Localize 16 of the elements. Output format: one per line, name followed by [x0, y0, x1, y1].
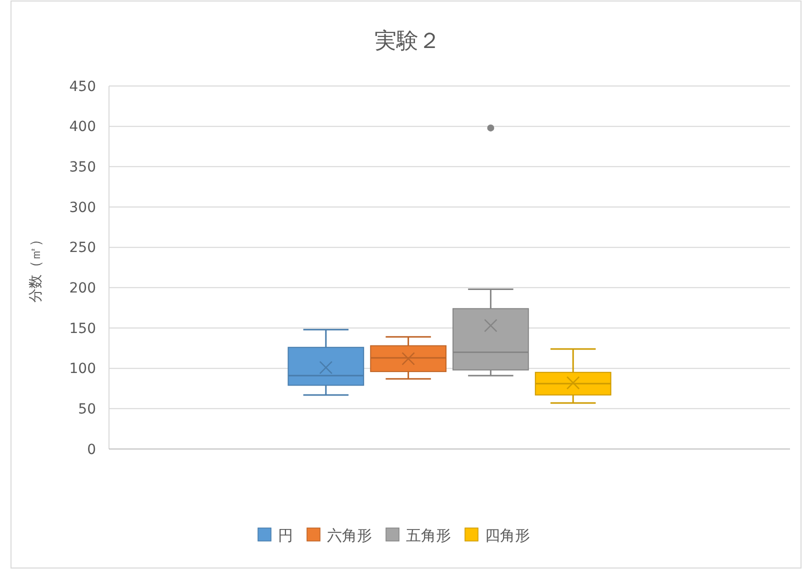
y-tick-label: 50 — [78, 402, 96, 418]
y-tick-label: 400 — [69, 119, 96, 136]
y-tick-label: 0 — [87, 442, 96, 458]
legend-label: 四角形 — [485, 526, 530, 544]
y-tick-label: 350 — [69, 160, 96, 176]
legend-label: 六角形 — [327, 526, 372, 544]
y-tick-label: 200 — [69, 280, 96, 297]
y-tick-label: 150 — [69, 320, 96, 337]
y-tick-label: 250 — [69, 240, 96, 256]
y-axis-title: 分数（㎡） — [28, 232, 44, 302]
y-tick-label: 300 — [69, 200, 96, 216]
legend-label: 円 — [278, 526, 293, 544]
chart-title: 実験２ — [374, 29, 440, 54]
y-tick-label: 100 — [69, 361, 96, 378]
y-tick-label: 450 — [69, 78, 96, 95]
legend-label: 五角形 — [406, 526, 451, 544]
